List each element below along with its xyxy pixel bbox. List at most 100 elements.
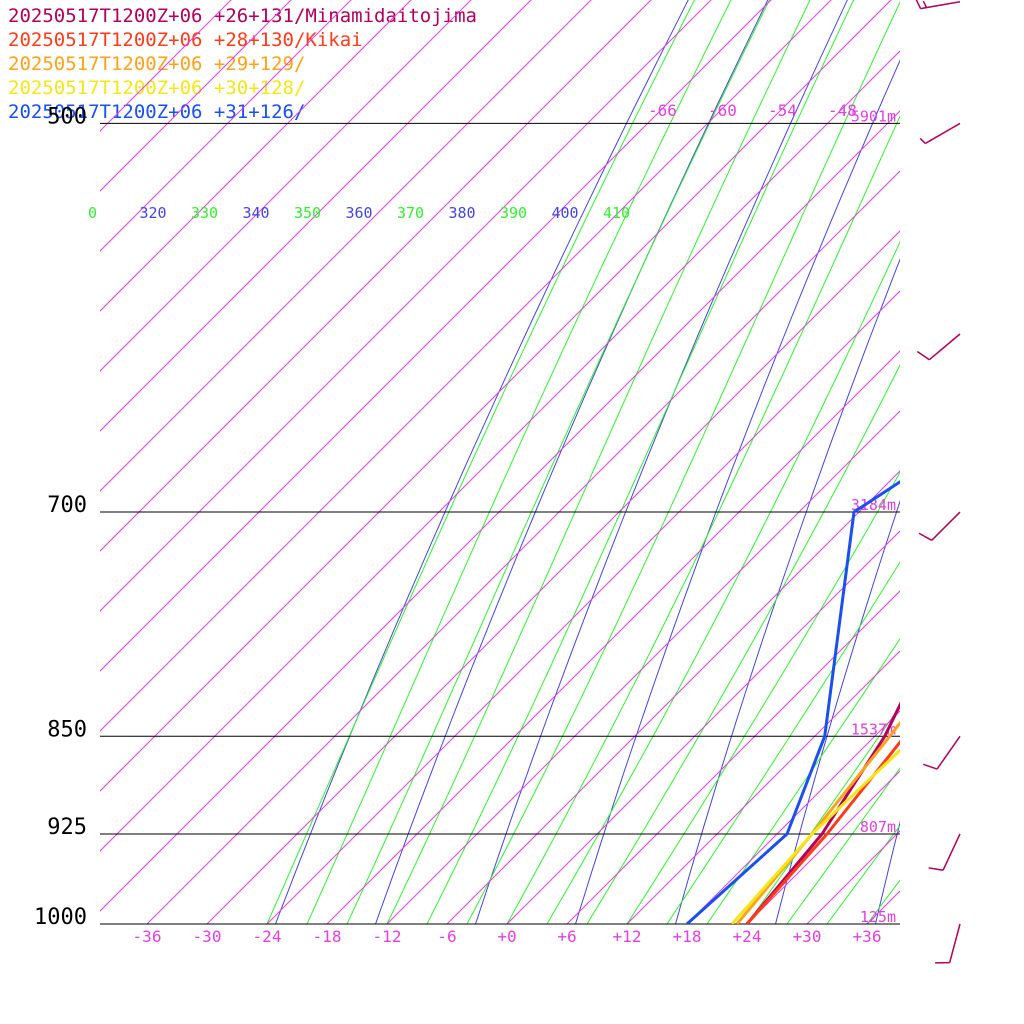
sounding-line-5: [685, 480, 900, 924]
dry-adiabat: [374, 0, 769, 924]
isotherm: [686, 710, 900, 924]
temperature-tick-label: -12: [373, 927, 402, 946]
isotherm: [100, 50, 900, 852]
pressure-label: 925: [47, 815, 87, 840]
isotherm: [866, 890, 900, 924]
isotherm: [100, 110, 900, 912]
moist-adiabat: [866, 879, 900, 924]
theta-label: 380: [449, 204, 476, 222]
wind-barb: [918, 511, 961, 541]
theta-label: 400: [552, 204, 579, 222]
isotherm: [927, 0, 1024, 924]
isotherm: [100, 0, 712, 612]
temperature-tick-label: +6: [557, 927, 576, 946]
wind-barb: [935, 923, 961, 964]
wind-barb: [915, 0, 961, 10]
moist-adiabat: [466, 0, 900, 924]
temperature-tick-label: +30: [793, 927, 822, 946]
isotherm: [100, 0, 592, 492]
sounding-line-4: [730, 748, 900, 924]
moist-adiabat: [506, 115, 900, 924]
temperature-tick-label: +0: [497, 927, 516, 946]
theta-label: 330: [191, 204, 218, 222]
height-label: 5901m: [851, 107, 896, 125]
wind-barb-feather: [915, 0, 922, 9]
dry-adiabats: [274, 0, 1024, 980]
moist-adiabat: [746, 705, 900, 924]
theta-label: 410: [603, 204, 630, 222]
temperature-tick-label: -24: [253, 927, 282, 946]
temperature-tick-label: -30: [193, 927, 222, 946]
wind-barb-staff: [931, 511, 961, 541]
theta-label: 360: [346, 204, 373, 222]
pressure-label: 850: [47, 717, 87, 742]
isotherm-top-label: -66: [648, 101, 677, 120]
temperature-tick-label: -6: [437, 927, 456, 946]
legend-entry-5: 20250517T1200Z+06 +31+126/: [8, 101, 306, 123]
wind-barb-half-feather: [919, 137, 926, 144]
isotherm: [100, 0, 652, 552]
pressure-label: 1000: [34, 905, 87, 930]
moist-adiabat: [786, 767, 900, 924]
dry-adiabat: [274, 0, 689, 924]
temperature-tick-label: -18: [313, 927, 342, 946]
dry-adiabat: [675, 258, 900, 924]
theta-label: 370: [397, 204, 424, 222]
isotherm: [206, 230, 900, 924]
wind-barb-feather: [916, 350, 930, 361]
wind-barb-feather: [918, 532, 933, 541]
moist-adiabat: [266, 0, 696, 924]
height-label: 807m: [860, 818, 896, 836]
isotherm: [987, 0, 1024, 924]
isotherm: [806, 830, 900, 924]
wind-barb-feather: [928, 867, 944, 871]
isotherm: [100, 0, 472, 372]
temperature-tick-label: +24: [733, 927, 762, 946]
height-label: 3184m: [851, 496, 896, 514]
dry-adiabat: [474, 0, 848, 924]
legend-entry-3: 20250517T1200Z+06 +29+129/: [8, 53, 306, 75]
isotherm: [100, 0, 532, 432]
wind-barb-staff: [920, 0, 961, 10]
moist-adiabat: [546, 240, 900, 924]
isotherm: [100, 0, 832, 732]
isotherm: [146, 170, 900, 924]
moist-adiabat: [826, 824, 900, 924]
isotherm-top-label: -60: [708, 101, 737, 120]
temperature-tick-label: +18: [673, 927, 702, 946]
dry-adiabat: [964, 0, 1024, 980]
isotherm: [446, 470, 900, 924]
wind-barb: [919, 122, 961, 145]
wind-barb-half-feather: [922, 0, 928, 8]
height-label: 125m: [860, 908, 896, 926]
moist-adiabat: [706, 637, 900, 924]
axis-labels: 100150200250300500700850925100016676m142…: [34, 101, 896, 946]
moist-adiabat: [586, 363, 900, 924]
moist-adiabat: [426, 0, 855, 924]
wind-barbs: [915, 0, 961, 964]
temperature-tick-label: -36: [133, 927, 162, 946]
wind-barb-staff: [936, 735, 961, 770]
isotherm-top-label: -48: [828, 101, 857, 120]
wind-barb-staff: [942, 833, 961, 871]
moist-adiabat: [346, 0, 770, 924]
sounding-profiles: [685, 480, 900, 924]
temperature-tick-label: +36: [853, 927, 882, 946]
isotherm-top-label: -54: [768, 101, 797, 120]
theta-label: 320: [140, 204, 167, 222]
sounding-line-3: [735, 720, 900, 924]
isotherm: [100, 0, 892, 792]
dry-adiabat: [574, 59, 900, 924]
pressure-label: 500: [47, 104, 87, 129]
wind-barb-staff: [924, 122, 961, 145]
isotherm: [326, 350, 900, 924]
theta-label: 350: [294, 204, 321, 222]
isotherm: [100, 0, 772, 672]
isotherms: [100, 0, 1024, 924]
wind-barb: [916, 333, 961, 361]
legend-entry-4: 20250517T1200Z+06 +30+128/: [8, 77, 306, 99]
moist-adiabat: [666, 561, 900, 924]
pressure-label: 700: [47, 493, 87, 518]
isotherm: [100, 0, 412, 312]
